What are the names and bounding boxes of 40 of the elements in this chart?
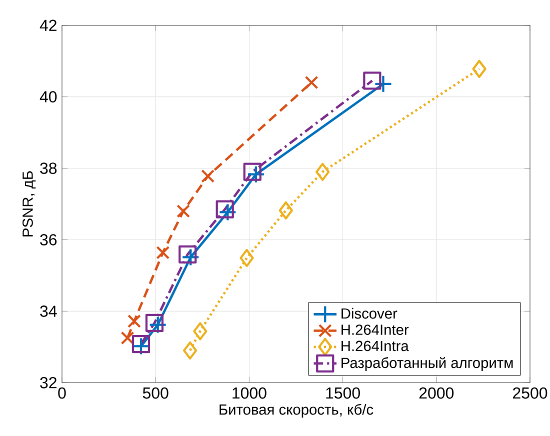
x-tick-label: 2500 — [513, 387, 548, 399]
y-tick-label: 36 — [40, 234, 57, 246]
point — [176, 204, 190, 218]
point — [472, 60, 486, 78]
point — [304, 76, 318, 90]
point — [182, 341, 198, 360]
point — [148, 316, 167, 334]
point — [193, 322, 208, 340]
legend-label: Разработанный алгоритм — [342, 357, 513, 371]
legend-label: H.264Inter — [342, 324, 409, 335]
x-axis-title: Битовая скорость, кб/с — [220, 404, 374, 418]
point — [128, 314, 141, 328]
x-tick-label: 1000 — [232, 387, 266, 399]
point — [120, 331, 134, 345]
point — [216, 200, 234, 218]
point — [201, 169, 215, 183]
y-tick-label: 38 — [40, 162, 57, 174]
point — [178, 245, 197, 264]
point — [278, 201, 293, 220]
y-tick-label: 34 — [40, 306, 57, 317]
y-tick-label: 32 — [40, 377, 56, 388]
x-tick-label: 0 — [58, 387, 66, 399]
y-axis-title: PSNR, дБ — [22, 171, 36, 236]
point — [243, 162, 262, 181]
y-tick-label: 40 — [40, 91, 57, 102]
y-tick-label: 42 — [40, 20, 56, 31]
x-tick-label: 500 — [142, 387, 168, 399]
point — [374, 74, 392, 94]
point — [218, 203, 237, 222]
point — [240, 248, 254, 268]
point — [156, 246, 170, 260]
point — [246, 165, 266, 184]
legend-label: H.264Intra — [342, 340, 409, 352]
legend-label: Discover — [342, 308, 398, 319]
x-tick-label: 2000 — [419, 387, 454, 399]
point — [182, 248, 200, 266]
x-tick-label: 1500 — [326, 387, 360, 399]
point — [363, 72, 382, 90]
point — [145, 314, 164, 332]
point — [316, 162, 330, 181]
